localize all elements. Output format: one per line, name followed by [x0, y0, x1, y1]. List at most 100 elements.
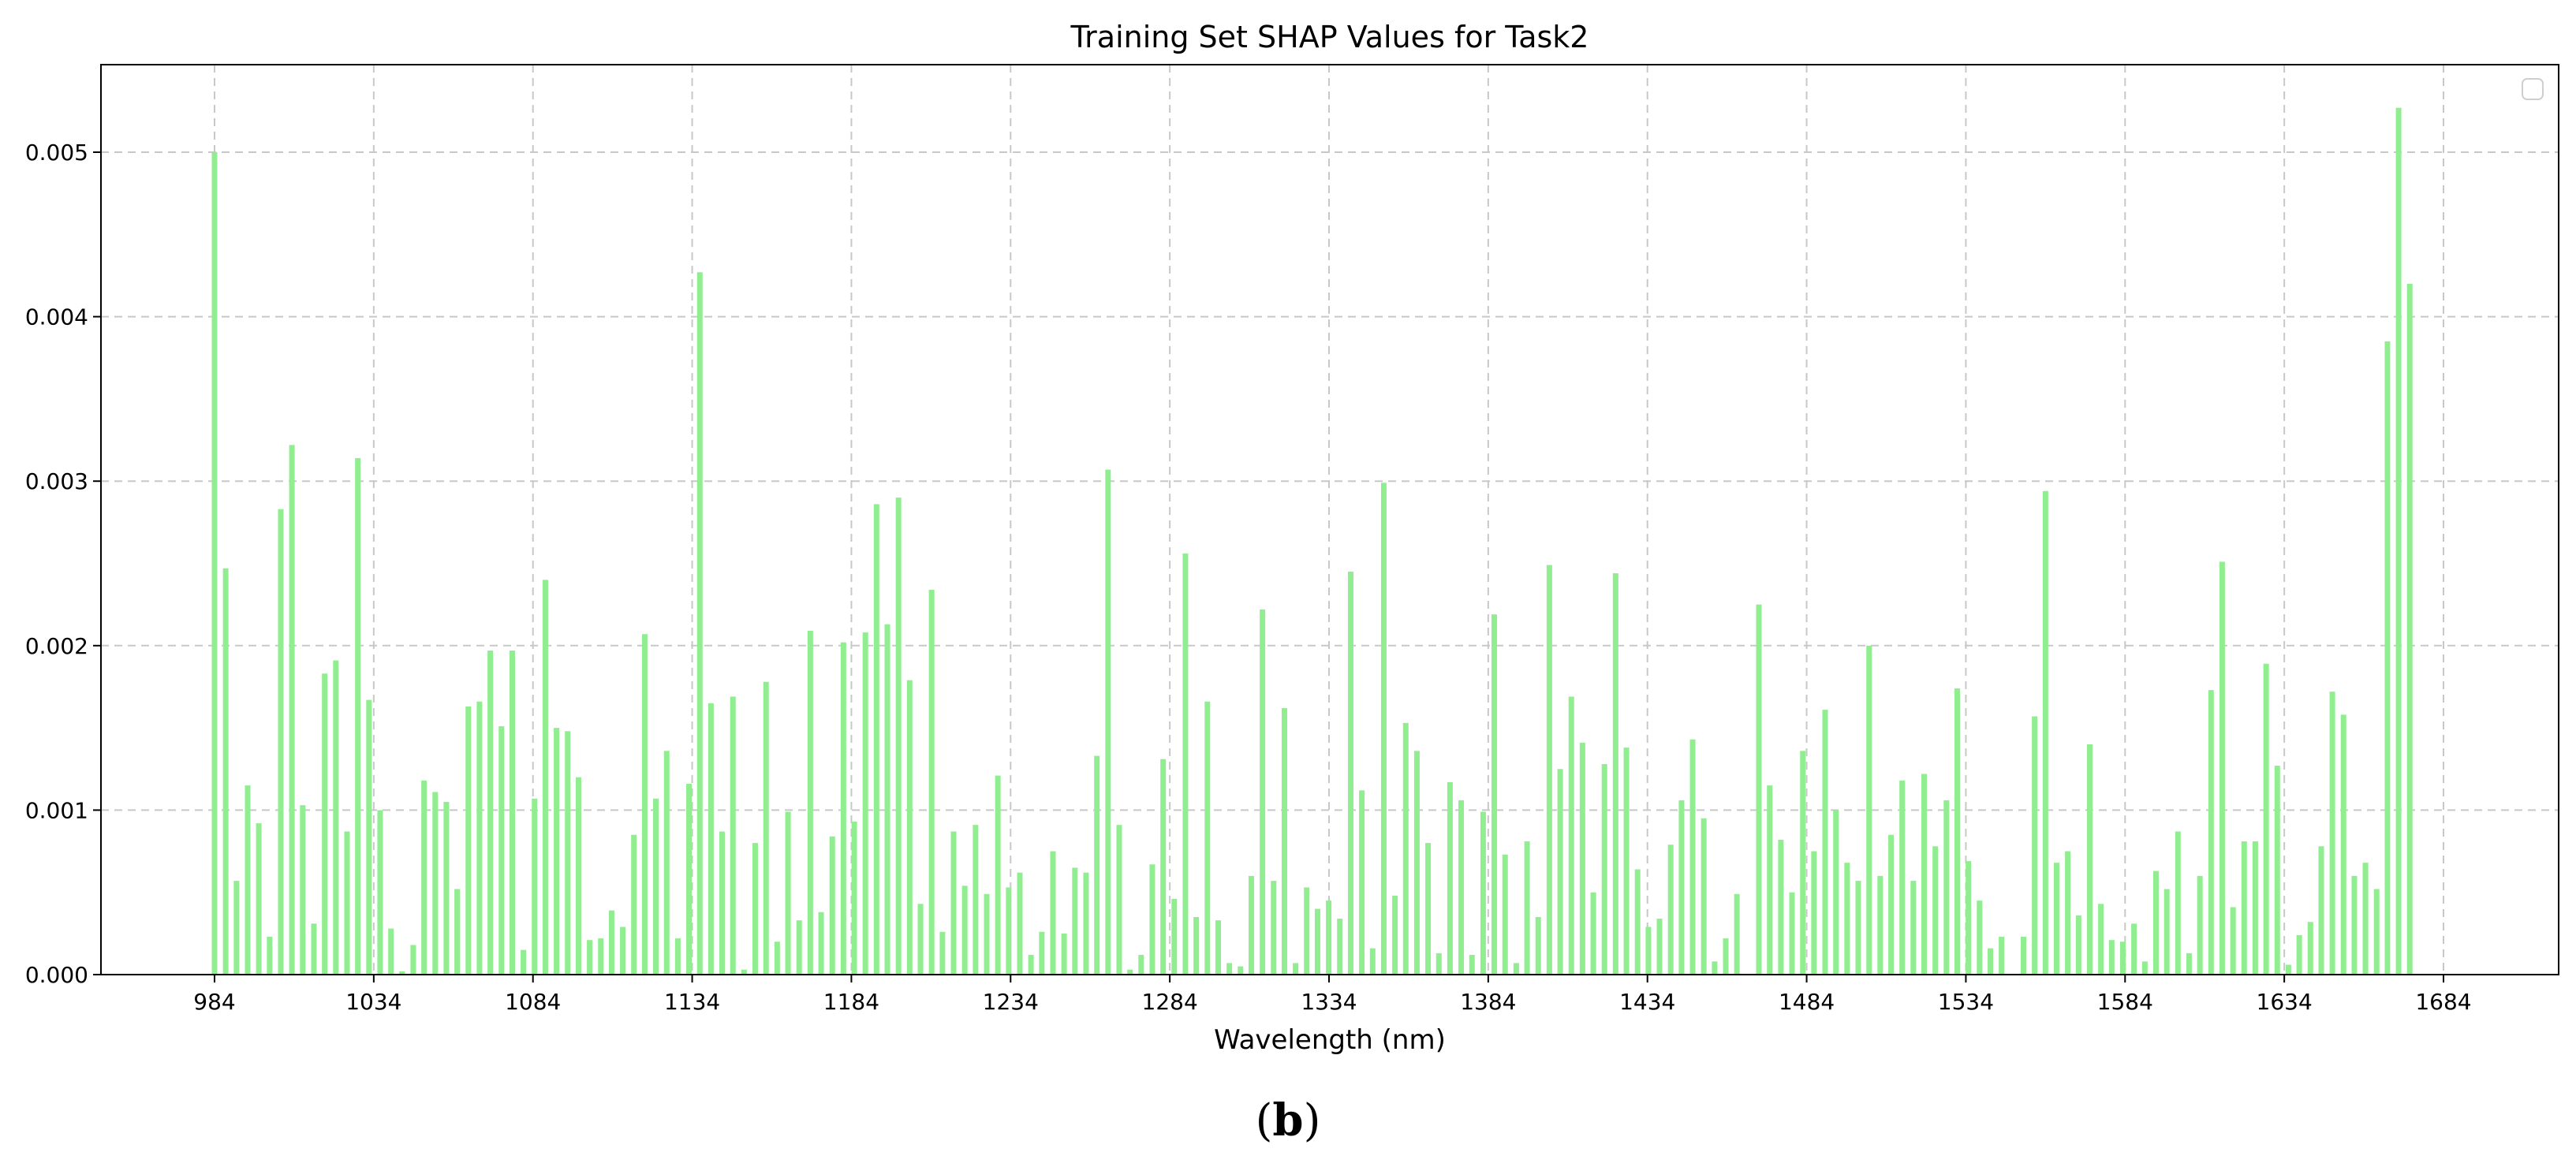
bar: [2175, 831, 2181, 975]
bar: [1778, 839, 1784, 975]
bar: [256, 823, 262, 975]
bar: [465, 706, 472, 975]
bar: [1314, 908, 1320, 975]
bar: [366, 699, 372, 975]
figure-caption: (b): [0, 1094, 2576, 1146]
bar: [267, 937, 273, 975]
bar: [818, 912, 824, 975]
bar: [785, 811, 791, 975]
bar: [1910, 881, 1917, 975]
bar: [1634, 869, 1641, 975]
bar: [399, 971, 405, 975]
bar: [1524, 841, 1530, 975]
bar: [1193, 916, 1200, 975]
bar: [2186, 953, 2192, 975]
bar: [906, 680, 913, 975]
bar: [763, 681, 769, 975]
bar: [1380, 483, 1387, 975]
bar: [1028, 954, 1034, 975]
bar: [278, 509, 284, 975]
bar: [421, 780, 427, 975]
bar: [1138, 954, 1144, 975]
bar: [995, 775, 1001, 975]
y-axis-ticks: 0.000 0.001 0.002 0.003 0.004 0.005: [25, 140, 101, 988]
bar: [1281, 708, 1287, 975]
x-axis-title: Wavelength (nm): [1214, 1024, 1446, 1056]
bar: [1932, 846, 1939, 975]
bar: [2307, 922, 2313, 975]
bar: [2032, 716, 2038, 975]
bar: [1612, 573, 1618, 975]
y-tick-label: 0.004: [25, 304, 88, 330]
x-tick-label: 1384: [1460, 989, 1516, 1015]
bar: [1712, 961, 1718, 975]
bar: [1425, 843, 1432, 975]
bar: [1568, 696, 1574, 975]
bar: [641, 634, 648, 975]
bar: [2241, 841, 2247, 975]
bar: [917, 904, 924, 975]
bar: [973, 825, 979, 975]
bar: [2340, 714, 2346, 975]
bar: [1513, 963, 1519, 975]
x-axis-ticks: 984 1034 1084 1134 1184 1234 1284 1334 1384 1434 1…: [193, 975, 2472, 1015]
bar: [1061, 933, 1067, 975]
bar: [984, 893, 990, 975]
bar: [1039, 931, 1045, 975]
bar: [1469, 954, 1475, 975]
bar: [873, 504, 879, 975]
x-tick-label: 1134: [664, 989, 720, 1015]
bar: [1182, 553, 1189, 975]
bar: [1977, 900, 1983, 975]
bar: [796, 920, 802, 975]
bar: [542, 580, 548, 975]
bar: [631, 834, 637, 975]
bar: [1789, 892, 1795, 975]
y-tick-label: 0.002: [25, 633, 88, 659]
bar: [1601, 763, 1607, 975]
bar: [1888, 834, 1895, 975]
bar: [432, 792, 439, 975]
x-tick-label: 1184: [823, 989, 879, 1015]
bar: [2406, 283, 2413, 975]
bar: [884, 624, 890, 975]
bar: [498, 726, 505, 975]
bar: [1877, 875, 1883, 975]
x-tick-label: 1034: [345, 989, 401, 1015]
bar: [2152, 871, 2159, 975]
bar: [2042, 490, 2048, 975]
bar: [2230, 907, 2236, 975]
bar: [333, 660, 339, 975]
bars: [211, 107, 2413, 975]
bar: [1480, 811, 1486, 975]
bar: [608, 910, 614, 975]
bar: [2131, 923, 2137, 975]
bar: [1656, 919, 1663, 975]
bar: [1447, 781, 1453, 975]
bar: [950, 831, 957, 975]
bar: [840, 642, 846, 975]
x-tick-label: 984: [193, 989, 235, 1015]
bar: [2329, 692, 2335, 975]
bar: [300, 805, 306, 975]
bar: [1293, 963, 1299, 975]
bar: [233, 881, 240, 975]
bar: [211, 152, 218, 975]
bar: [2263, 663, 2269, 975]
bar: [1238, 966, 1244, 975]
x-tick-label: 1534: [1938, 989, 1994, 1015]
bar: [696, 272, 703, 975]
bar: [487, 651, 494, 975]
bar: [2351, 875, 2358, 975]
bar: [355, 457, 361, 975]
bar: [2141, 961, 2148, 975]
bar: [509, 651, 515, 975]
bar: [565, 731, 571, 975]
bar: [2119, 941, 2126, 975]
bar: [961, 886, 968, 975]
bar: [1899, 780, 1906, 975]
x-tick-label: 1634: [2257, 989, 2313, 1015]
bar: [1579, 742, 1585, 975]
bar: [829, 836, 835, 975]
bar: [1413, 751, 1420, 975]
